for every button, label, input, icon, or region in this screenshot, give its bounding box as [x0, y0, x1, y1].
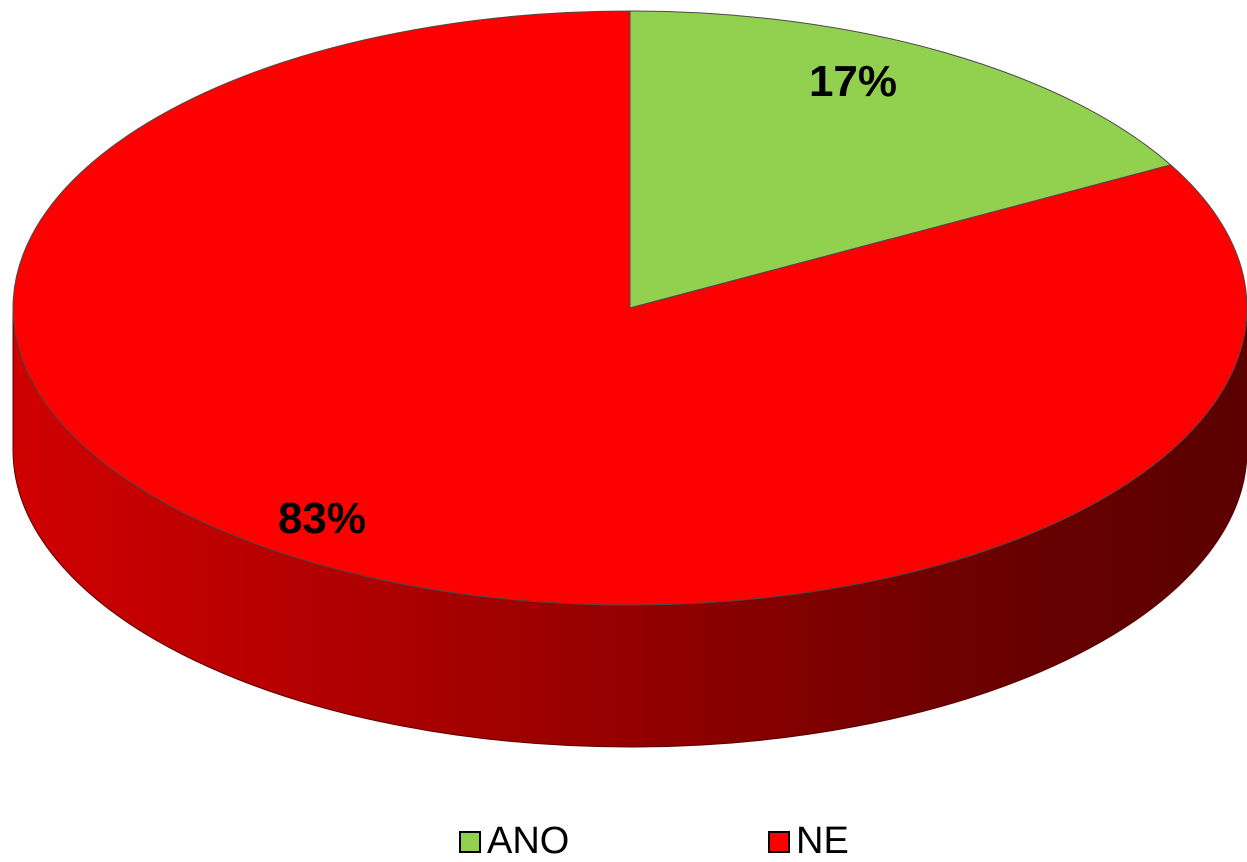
pie-data-labels: 17% 83%	[278, 57, 897, 543]
legend-item-ano: ANO	[459, 822, 569, 861]
data-label-ne: 83%	[278, 494, 366, 543]
slice-ano	[629, 10, 1172, 309]
pie-top-face	[12, 10, 1247, 606]
legend-item-ne: NE	[768, 822, 849, 861]
legend-label-ne: NE	[796, 820, 849, 862]
legend-swatch-ne	[768, 830, 790, 853]
legend-swatch-ano	[459, 830, 481, 853]
data-label-ano: 17%	[809, 57, 897, 106]
slice-ne	[12, 10, 1247, 606]
legend: ANO NE	[0, 822, 1247, 861]
legend-label-ano: ANO	[487, 820, 570, 862]
